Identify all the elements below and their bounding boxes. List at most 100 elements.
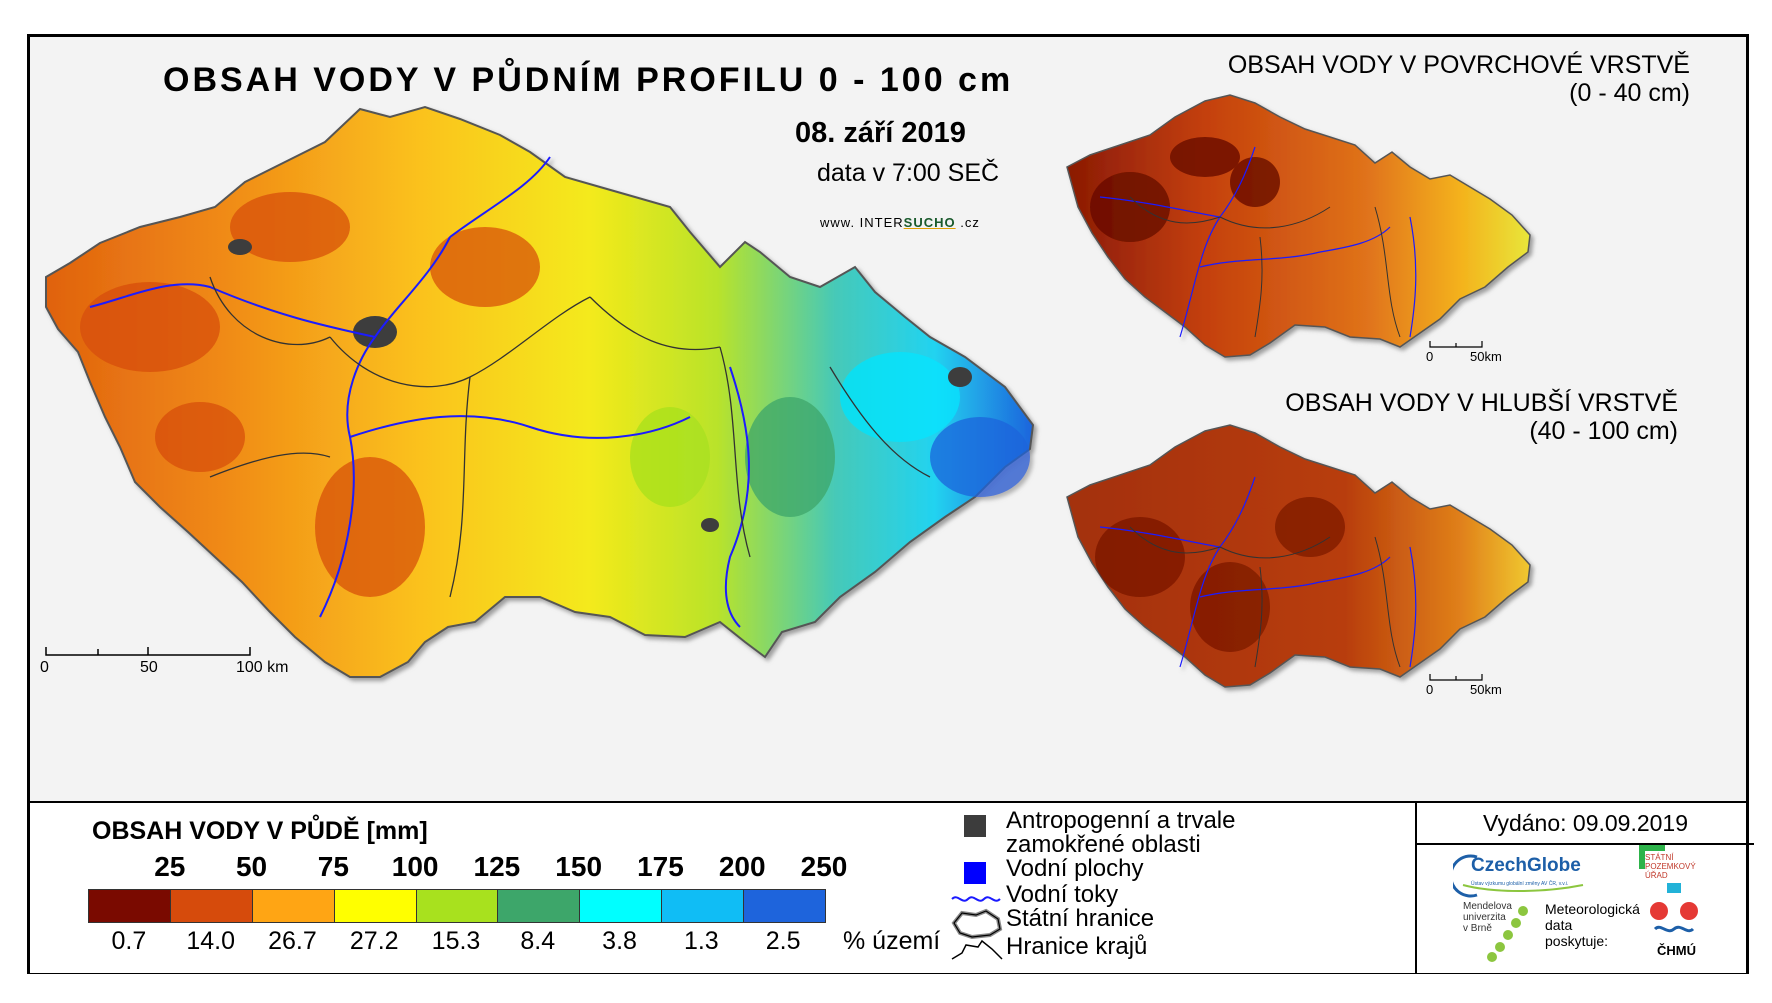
main-map-time: data v 7:00 SEČ — [817, 159, 1000, 187]
surface-scale-bar — [1429, 341, 1483, 348]
czechglobe-logo-icon — [1453, 854, 1584, 898]
issued-date: Vydáno: 09.09.2019 — [1417, 803, 1754, 845]
percent-label-4: 15.3 — [431, 927, 481, 955]
threshold-label-8: 250 — [800, 851, 848, 882]
threshold-label-4: 125 — [473, 851, 521, 882]
mendel-line3: v Brně — [1463, 923, 1492, 934]
surface-region-borders — [1129, 196, 1401, 338]
spu-line3: ÚŘAD — [1645, 871, 1668, 880]
website-suffix: .cz — [955, 215, 980, 230]
main-map — [45, 105, 1035, 678]
percent-label-5: 8.4 — [520, 927, 556, 955]
issued-box: Vydáno: 09.09.2019 CzechGlobe Ústav výzk… — [1415, 803, 1754, 973]
ramp-class-6 — [580, 890, 663, 922]
mendel-logo-dots-icon — [1487, 906, 1528, 962]
legend-water-bodies: Vodní plochy — [1006, 855, 1144, 882]
legend-anthropogenic-line2: zamokřené oblasti — [1006, 831, 1201, 858]
spu-logo-text: STÁTNÍ POZEMKOVÝ ÚŘAD — [1645, 853, 1696, 880]
main-anthropogenic — [228, 239, 972, 532]
legend-symbols-svg — [951, 815, 1003, 960]
website-prefix: www. — [820, 215, 860, 230]
surface-very-dry — [1090, 137, 1280, 242]
threshold-label-2: 75 — [317, 851, 349, 882]
chmu-logo-text: ČHMÚ — [1657, 943, 1696, 958]
main-dry-patches — [80, 192, 540, 597]
deep-map — [1066, 424, 1531, 688]
czechglobe-subtitle: Ústav výzkumu globální změny AV ČR, v.v.… — [1471, 881, 1569, 887]
deep-czech-outline — [1066, 424, 1531, 688]
threshold-label-0: 25 — [154, 851, 186, 882]
ramp-class-7 — [662, 890, 745, 922]
legend-state-border: Státní hranice — [1006, 905, 1155, 932]
czechglobe-logo: CzechGlobe — [1471, 855, 1581, 876]
threshold-label-1: 50 — [235, 851, 268, 882]
percent-label-3: 27.2 — [349, 927, 399, 955]
ramp-class-0 — [89, 890, 171, 922]
ramp-class-3 — [334, 890, 417, 922]
spu-line2: POZEMKOVÝ — [1645, 862, 1696, 871]
percent-label-1: 14.0 — [186, 927, 235, 955]
state-border-swatch-inner — [953, 910, 1001, 938]
website-link[interactable]: www. INTERSUCHO .cz — [820, 215, 980, 230]
percent-unit: % území — [843, 927, 941, 955]
deep-very-dry — [1095, 497, 1345, 652]
ramp-class-1 — [170, 890, 253, 922]
meteo-line1: Meteorologická — [1545, 901, 1640, 917]
ramp-class-4 — [416, 890, 499, 922]
surface-map-title: OBSAH VODY V POVRCHOVÉ VRSTVĚ — [1227, 51, 1690, 79]
percent-label-7: 1.3 — [683, 927, 719, 955]
spu-logo-icon — [1639, 845, 1665, 869]
surface-scale-label-0: 0 — [1426, 349, 1434, 364]
threshold-label-7: 200 — [718, 851, 766, 882]
ramp-class-8 — [744, 890, 826, 922]
main-region-borders — [209, 276, 931, 598]
percent-label-8: 2.5 — [765, 927, 801, 955]
ramp-class-5 — [498, 890, 581, 922]
deep-rivers — [1099, 476, 1417, 668]
meteo-line2: data — [1545, 917, 1573, 933]
maps-svg — [45, 94, 1531, 688]
spu-line1: STÁTNÍ — [1645, 853, 1674, 862]
deep-map-title: OBSAH VODY V HLUBŠÍ VRSTVĚ — [1285, 389, 1678, 417]
surface-scale-label-50: 50km — [1470, 349, 1502, 364]
ramp-class-2 — [252, 890, 335, 922]
main-wet-patches — [630, 352, 1030, 517]
percent-label-2: 26.7 — [268, 927, 317, 955]
deep-scale-label-0: 0 — [1426, 682, 1434, 697]
anthropogenic-swatch — [964, 815, 986, 837]
water-bodies-swatch — [964, 862, 986, 884]
water-courses-swatch — [951, 896, 1001, 902]
deep-scale-label-50: 50km — [1470, 682, 1502, 697]
mendel-line1: Mendelova — [1463, 901, 1512, 912]
color-ramp — [88, 889, 826, 923]
main-scale-bar — [45, 647, 251, 656]
map-area: OBSAH VODY V PŮDNÍM PROFILU 0 - 100 cm 0… — [30, 37, 1746, 801]
main-map-date: 08. září 2019 — [795, 117, 966, 149]
website-brand-b: SUCHO — [903, 215, 956, 230]
website-brand-a: INTER — [859, 215, 904, 230]
legend-title: OBSAH VODY V PŮDĚ [mm] — [92, 817, 428, 845]
main-scale-label-50: 50 — [140, 659, 158, 676]
figure-frame: OBSAH VODY V PŮDNÍM PROFILU 0 - 100 cm 0… — [27, 34, 1754, 974]
percent-label-6: 3.8 — [602, 927, 637, 955]
threshold-label-5: 150 — [555, 851, 603, 882]
mendel-line2: univerzita — [1463, 912, 1506, 923]
surface-map — [1066, 94, 1531, 358]
deep-map-subtitle: (40 - 100 cm) — [1529, 417, 1678, 445]
surface-rivers — [1099, 146, 1417, 338]
legend-regional-border: Hranice krajů — [1006, 933, 1148, 960]
meteo-line3: poskytuje: — [1545, 933, 1609, 949]
main-map-title: OBSAH VODY V PŮDNÍM PROFILU 0 - 100 cm — [163, 61, 1014, 99]
regional-border-swatch — [951, 939, 1003, 960]
main-scale-label-0: 0 — [40, 659, 49, 676]
deep-scale-bar — [1429, 674, 1483, 681]
surface-map-subtitle: (0 - 40 cm) — [1569, 79, 1690, 107]
legend-water-courses: Vodní toky — [1006, 881, 1119, 908]
meteo-text: Meteorologická data poskytuje: — [1545, 901, 1640, 949]
threshold-label-6: 175 — [637, 851, 684, 882]
mendel-logo-text: Mendelova univerzita v Brně — [1463, 901, 1512, 934]
main-rivers — [89, 156, 750, 628]
deep-region-borders — [1129, 526, 1401, 668]
legend-area: OBSAH VODY V PŮDĚ [mm] 25 50 75 100 125 150 17… — [30, 801, 1754, 973]
legend-anthropogenic-line1: Antropogenní a trvale — [1006, 807, 1236, 834]
